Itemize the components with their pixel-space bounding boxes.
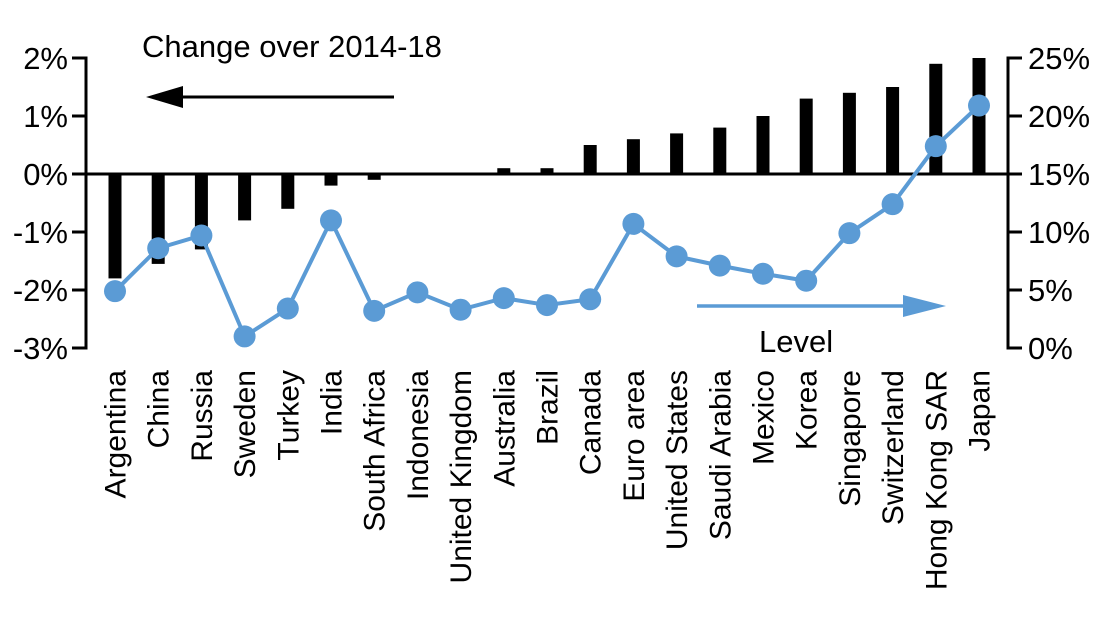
- change-series-label: Change over 2014-18: [142, 29, 442, 64]
- category-label: Saudi Arabia: [704, 370, 737, 540]
- line-point: [492, 287, 515, 310]
- category-label: Singapore: [834, 370, 867, 507]
- right-axis-tick-label: 0%: [1028, 331, 1073, 366]
- line-point: [968, 94, 990, 117]
- bar: [324, 174, 338, 186]
- line-point: [708, 254, 731, 277]
- right-axis-tick-label: 15%: [1028, 157, 1090, 192]
- category-label: Brazil: [532, 370, 565, 445]
- left-axis-tick-label: -1%: [13, 215, 68, 250]
- left-axis-tick-label: -2%: [13, 273, 68, 308]
- bar: [540, 168, 554, 174]
- bar: [497, 168, 511, 174]
- category-label: Argentina: [100, 370, 133, 499]
- bar: [929, 63, 943, 174]
- category-label: United States: [661, 370, 694, 550]
- category-label: Hong Kong SAR: [920, 370, 953, 590]
- line-point: [406, 281, 429, 304]
- line-point: [147, 237, 170, 260]
- left-axis-tick-label: 0%: [23, 157, 68, 192]
- left-axis-tick-label: 2%: [23, 41, 68, 76]
- category-label: Japan: [964, 370, 997, 452]
- line-point: [665, 245, 688, 268]
- line-point: [104, 280, 126, 303]
- right-axis-tick-label: 10%: [1028, 215, 1090, 250]
- line-point: [795, 269, 818, 292]
- line-point: [190, 224, 213, 247]
- bar: [108, 174, 122, 279]
- line-point: [320, 209, 342, 232]
- category-label: India: [316, 370, 349, 435]
- category-label: Russia: [186, 370, 219, 462]
- category-label: South Africa: [359, 370, 392, 532]
- line-point: [622, 212, 645, 235]
- line-point: [881, 193, 904, 216]
- bar: [670, 133, 684, 174]
- line-point: [752, 262, 774, 285]
- bar: [626, 139, 640, 174]
- line-point: [924, 135, 947, 158]
- category-label: Australia: [488, 370, 521, 487]
- line-point: [838, 222, 861, 245]
- bar: [281, 174, 295, 209]
- bar: [238, 174, 252, 221]
- category-label: Sweden: [229, 370, 262, 478]
- level-arrow-right-icon: [903, 295, 946, 317]
- line-point: [276, 297, 299, 320]
- bar: [886, 87, 900, 174]
- line-point: [233, 325, 256, 348]
- line-point: [363, 299, 386, 322]
- category-label: Euro area: [618, 370, 651, 502]
- change-arrow-left-icon: [146, 86, 183, 108]
- category-label: Canada: [575, 370, 608, 475]
- right-axis-tick-label: 25%: [1028, 41, 1090, 76]
- bar: [367, 174, 381, 180]
- bar: [842, 92, 856, 174]
- bar: [799, 98, 813, 174]
- bar: [713, 127, 727, 174]
- category-label: Indonesia: [402, 370, 435, 500]
- category-label: Turkey: [272, 370, 305, 461]
- line-point: [449, 298, 472, 321]
- left-axis-tick-label: 1%: [23, 99, 68, 134]
- level-series-label: Level: [759, 324, 834, 359]
- category-label: United Kingdom: [445, 370, 478, 583]
- category-label: Korea: [791, 370, 824, 450]
- left-axis-tick-label: -3%: [13, 331, 68, 366]
- bar: [583, 145, 597, 174]
- category-label: Switzerland: [877, 370, 910, 525]
- line-point: [536, 294, 558, 317]
- right-axis-tick-label: 20%: [1028, 99, 1090, 134]
- category-label: Mexico: [748, 370, 781, 465]
- right-axis-tick-label: 5%: [1028, 273, 1073, 308]
- bar: [756, 116, 770, 174]
- line-point: [579, 288, 602, 311]
- category-label: China: [143, 370, 176, 449]
